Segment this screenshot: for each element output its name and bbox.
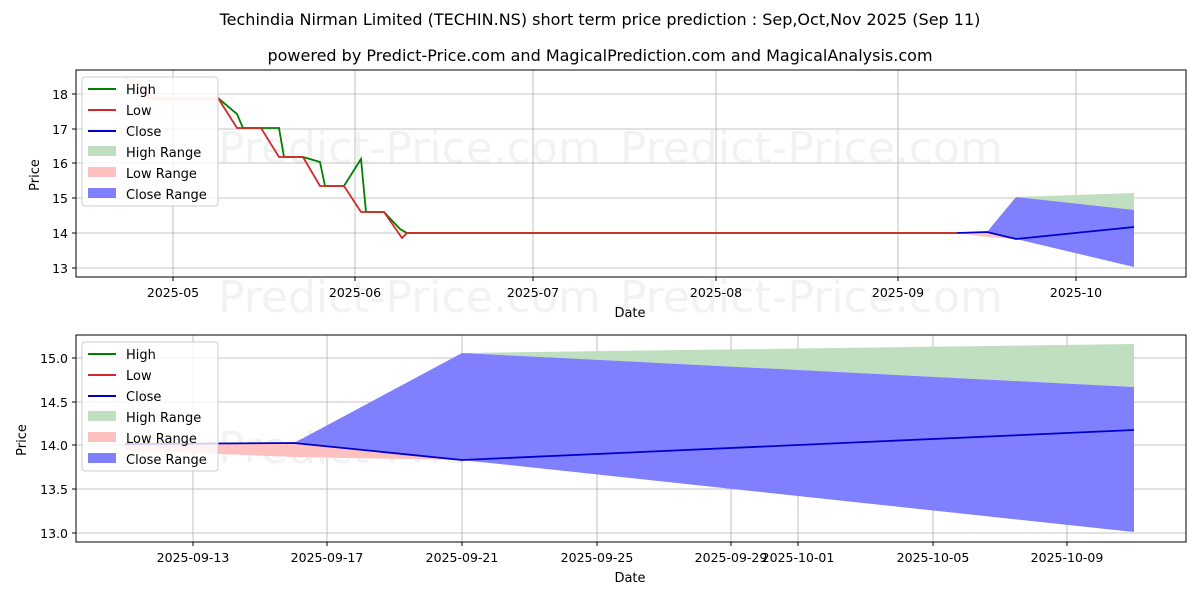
top-close-line bbox=[956, 226, 1135, 240]
x-tick-label: 2025-09 bbox=[872, 285, 924, 300]
top-y-tick-labels: 18 17 16 15 14 13 bbox=[52, 87, 68, 276]
x-tick-label: 2025-09-29 bbox=[695, 550, 768, 565]
y-tick-label: 13.5 bbox=[40, 482, 68, 497]
legend-label: High Range bbox=[126, 411, 201, 426]
x-tick-label: 2025-10-09 bbox=[1031, 550, 1104, 565]
top-low-line bbox=[217, 97, 957, 240]
legend-label: Low Range bbox=[126, 167, 197, 182]
y-tick-label: 13 bbox=[52, 261, 68, 276]
x-tick-label: 2025-10-05 bbox=[897, 550, 970, 565]
top-axes-frame bbox=[75, 69, 1187, 278]
top-x-ticks bbox=[172, 277, 1077, 281]
bottom-y-axis-label: Price bbox=[15, 424, 30, 456]
legend-label: High bbox=[126, 348, 156, 363]
bottom-x-tick-labels: 2025-09-13 2025-09-17 2025-09-21 2025-09… bbox=[157, 550, 1104, 565]
y-tick-label: 15.0 bbox=[40, 351, 68, 366]
top-x-tick-labels: 2025-05 2025-06 2025-07 2025-08 2025-09 … bbox=[147, 285, 1102, 300]
legend-label: High Range bbox=[126, 146, 201, 161]
top-close-range bbox=[987, 197, 1134, 267]
y-tick-label: 15 bbox=[52, 191, 68, 206]
x-tick-label: 2025-09-17 bbox=[291, 550, 364, 565]
y-tick-label: 16 bbox=[52, 156, 68, 171]
top-x-axis-label: Date bbox=[614, 306, 645, 321]
x-tick-label: 2025-07 bbox=[507, 285, 559, 300]
legend-high-range-swatch bbox=[88, 411, 116, 421]
legend-label: Close Range bbox=[126, 188, 207, 203]
bottom-chart: Predict-Price.com Predict-Price.com bbox=[15, 334, 1187, 586]
legend-low-range-swatch bbox=[88, 167, 116, 177]
watermark: Predict-Price.com bbox=[620, 123, 1003, 174]
top-chart: Predict-Price.com Predict-Price.com Pred… bbox=[28, 69, 1187, 323]
chart-title: Techindia Nirman Limited (TECHIN.NS) sho… bbox=[219, 10, 981, 29]
bottom-high-range bbox=[462, 344, 1134, 387]
top-y-ticks bbox=[72, 93, 76, 269]
x-tick-label: 2025-05 bbox=[147, 285, 199, 300]
x-tick-label: 2025-08 bbox=[690, 285, 742, 300]
x-tick-label: 2025-10-01 bbox=[762, 550, 835, 565]
legend-label: Low bbox=[126, 369, 152, 384]
bottom-axes-frame bbox=[75, 334, 1187, 543]
bottom-close-range bbox=[294, 353, 1134, 532]
top-low-range bbox=[957, 232, 1016, 239]
legend-label: Close Range bbox=[126, 453, 207, 468]
y-tick-label: 14 bbox=[52, 226, 68, 241]
legend-label: High bbox=[126, 83, 156, 98]
legend-close-range-swatch bbox=[88, 453, 116, 463]
y-tick-label: 13.0 bbox=[40, 526, 68, 541]
x-tick-label: 2025-09-13 bbox=[157, 550, 230, 565]
x-tick-label: 2025-06 bbox=[329, 285, 381, 300]
legend-label: Low Range bbox=[126, 432, 197, 447]
bottom-legend: High Low Close High Range Low Range Clos… bbox=[81, 341, 219, 472]
y-tick-label: 18 bbox=[52, 87, 68, 102]
y-tick-label: 14.0 bbox=[40, 438, 68, 453]
top-y-axis-label: Price bbox=[28, 159, 43, 191]
legend-label: Close bbox=[126, 125, 161, 140]
bottom-y-ticks bbox=[72, 357, 76, 534]
watermark: Predict-Price.com bbox=[218, 123, 601, 174]
bottom-x-axis-label: Date bbox=[614, 571, 645, 586]
legend-label: Low bbox=[126, 104, 152, 119]
y-tick-label: 17 bbox=[52, 122, 68, 137]
legend-high-range-swatch bbox=[88, 146, 116, 156]
x-tick-label: 2025-10 bbox=[1050, 285, 1102, 300]
legend-label: Close bbox=[126, 390, 161, 405]
x-tick-label: 2025-09-21 bbox=[426, 550, 499, 565]
watermark: Predict-Price.com bbox=[620, 272, 1003, 323]
bottom-x-ticks bbox=[192, 542, 1068, 546]
legend-close-range-swatch bbox=[88, 188, 116, 198]
y-tick-label: 14.5 bbox=[40, 395, 68, 410]
watermark: Predict-Price.com bbox=[218, 272, 601, 323]
x-tick-label: 2025-09-25 bbox=[561, 550, 634, 565]
legend-low-range-swatch bbox=[88, 432, 116, 442]
bottom-y-tick-labels: 15.0 14.5 14.0 13.5 13.0 bbox=[40, 351, 68, 541]
chart-subtitle: powered by Predict-Price.com and Magical… bbox=[267, 46, 933, 65]
top-legend: High Low Close High Range Low Range Clos… bbox=[81, 76, 219, 207]
